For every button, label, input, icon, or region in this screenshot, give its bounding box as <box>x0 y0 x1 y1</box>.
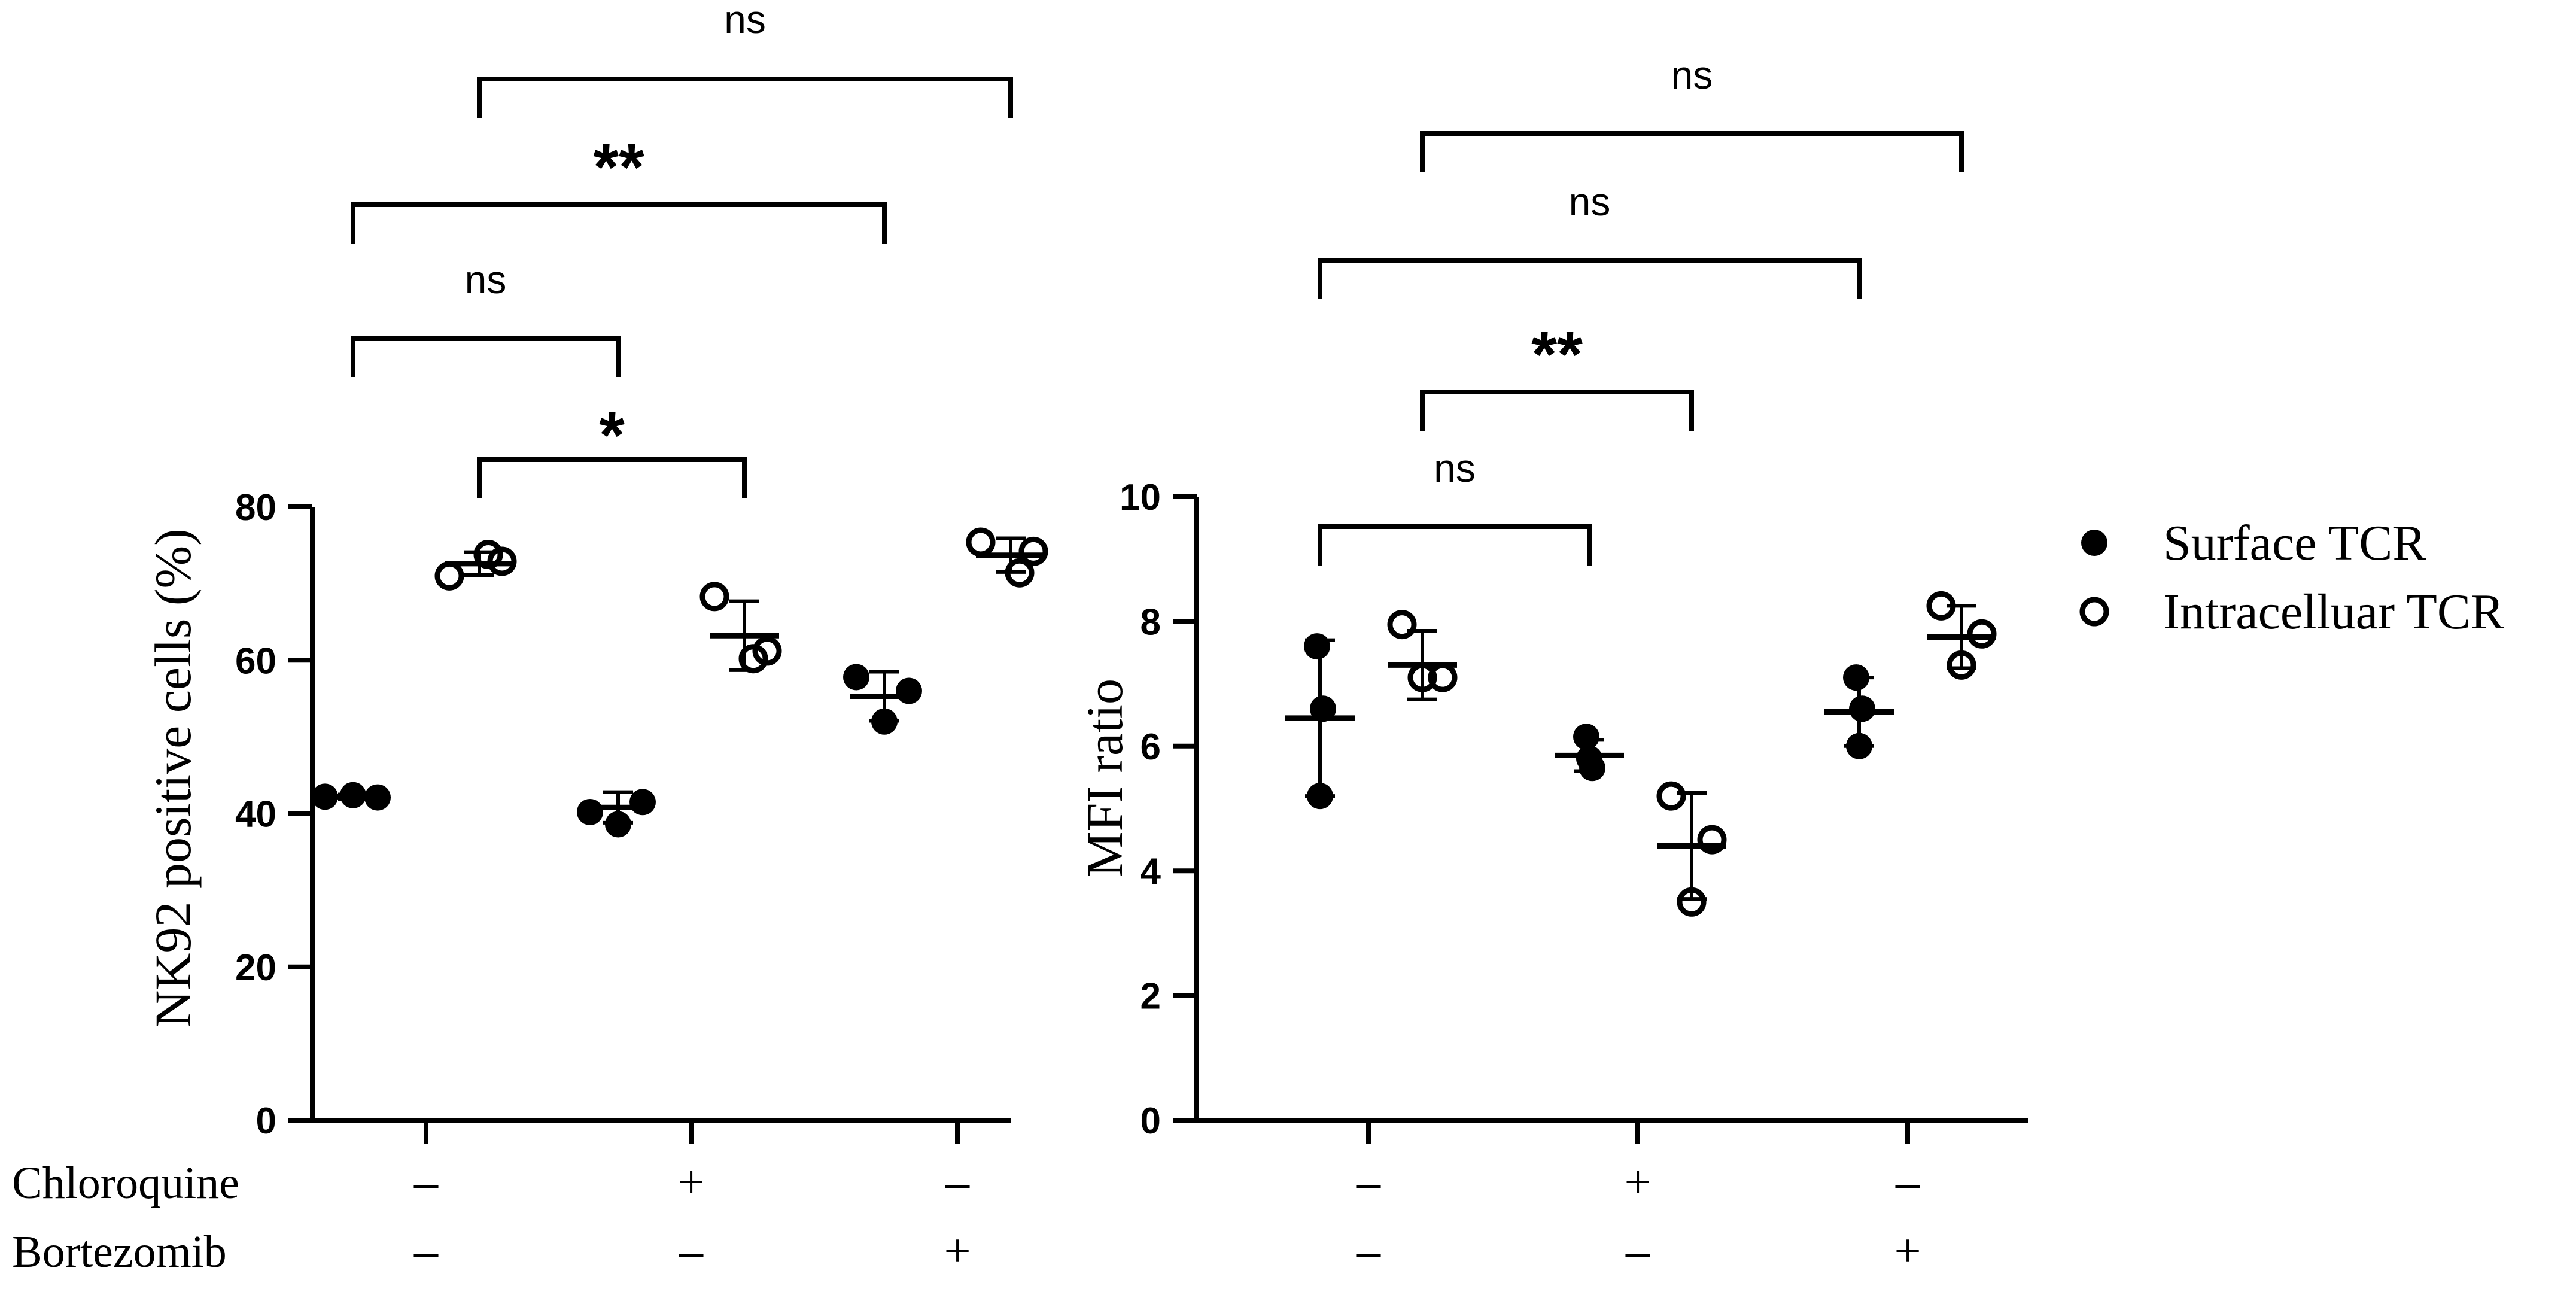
data-point-surface-tcr <box>605 811 631 838</box>
data-point-intracellular-tcr <box>1947 650 1976 680</box>
data-point-surface-tcr <box>577 798 603 825</box>
data-point-surface-tcr <box>364 784 391 811</box>
y-tick-label: 10 <box>1120 477 1161 518</box>
data-point-surface-tcr <box>1576 745 1602 772</box>
data-point-surface-tcr <box>1310 695 1336 722</box>
significance-bracket <box>1318 524 1592 566</box>
data-point-surface-tcr <box>340 782 366 808</box>
y-tick-label: 0 <box>256 1101 276 1142</box>
y-axis-label-nk92: NK92 positive cells (%) <box>144 528 202 1028</box>
y-tick-label: 60 <box>235 640 276 682</box>
significance-bracket <box>1420 131 1964 172</box>
y-tick-label: 2 <box>1141 976 1161 1017</box>
significance-bracket <box>1318 258 1862 299</box>
y-tick-label: 40 <box>235 794 276 835</box>
data-point-intracellular-tcr <box>1656 781 1686 811</box>
panel-mfi-ratio: MFI ratio 0 2 4 6 8 10 – – + – – + ns ** ns ns <box>1076 53 2028 1278</box>
data-point-surface-tcr <box>1846 732 1872 759</box>
data-point-intracellular-tcr <box>473 539 503 569</box>
legend-label-surface-tcr: Surface TCR <box>2163 515 2426 571</box>
y-tick-label: 20 <box>235 947 276 989</box>
y-tick-label: 4 <box>1141 851 1161 892</box>
data-point-intracellular-tcr <box>1428 662 1458 692</box>
significance-bracket <box>1420 390 1694 431</box>
condition-chloroquine-mark: – <box>1356 1156 1381 1209</box>
data-point-intracellular-tcr <box>1407 662 1437 692</box>
significance-label: ns <box>724 0 766 41</box>
y-tick-label: 8 <box>1141 601 1161 643</box>
data-point-surface-tcr <box>1304 633 1330 660</box>
condition-bortezomib-mark: – <box>1625 1225 1650 1278</box>
condition-bortezomib-mark: – <box>1356 1225 1381 1278</box>
significance-label: * <box>599 399 625 472</box>
data-point-surface-tcr <box>843 664 869 691</box>
legend-label-intracellular-tcr: Intracelluar TCR <box>2163 584 2504 640</box>
data-point-intracellular-tcr <box>1005 558 1035 588</box>
data-point-surface-tcr <box>312 783 338 810</box>
data-point-intracellular-tcr <box>434 561 464 591</box>
significance-label: ** <box>593 130 644 204</box>
y-tick-label: 6 <box>1141 726 1161 768</box>
data-point-intracellular-tcr <box>1018 536 1048 566</box>
data-point-surface-tcr <box>1843 664 1869 691</box>
data-point-intracellular-tcr <box>1967 619 1997 649</box>
data-point-surface-tcr <box>871 708 898 735</box>
y-tick-label: 0 <box>1141 1101 1161 1142</box>
condition-chloroquine-mark: – <box>1895 1156 1920 1209</box>
condition-bortezomib-mark: + <box>1894 1225 1921 1278</box>
legend: Surface TCR Intracelluar TCR <box>2079 515 2504 640</box>
legend-marker-surface-tcr <box>2081 530 2107 556</box>
significance-bracket <box>351 336 621 377</box>
condition-bortezomib-mark: – <box>413 1225 439 1278</box>
condition-label-bortezomib: Bortezomib <box>12 1227 227 1277</box>
condition-chloroquine-mark: – <box>413 1156 439 1209</box>
data-point-intracellular-tcr <box>752 636 782 666</box>
data-point-surface-tcr <box>629 789 656 816</box>
data-point-intracellular-tcr <box>1926 591 1956 621</box>
data-point-surface-tcr <box>1573 724 1599 750</box>
data-point-intracellular-tcr <box>699 582 729 612</box>
condition-chloroquine-mark: + <box>1624 1156 1651 1209</box>
significance-label: ns <box>465 257 507 302</box>
data-point-intracellular-tcr <box>487 546 517 576</box>
condition-chloroquine-mark: – <box>945 1156 970 1209</box>
condition-labels: Chloroquine Bortezomib <box>12 1158 239 1277</box>
significance-bracket <box>477 77 1013 118</box>
data-point-surface-tcr <box>1307 783 1333 810</box>
significance-label: ns <box>1434 446 1476 490</box>
y-axis-label-mfi: MFI ratio <box>1076 679 1133 877</box>
data-point-intracellular-tcr <box>1697 825 1727 855</box>
condition-chloroquine-mark: + <box>677 1156 704 1209</box>
condition-bortezomib-mark: + <box>944 1225 971 1278</box>
significance-label: ns <box>1569 180 1611 224</box>
data-point-intracellular-tcr <box>1387 610 1417 640</box>
panel-nk92-positive-cells: NK92 positive cells (%) 0 20 40 60 80 – – + – – + n… <box>144 0 1048 1278</box>
significance-bracket <box>477 457 747 498</box>
data-point-intracellular-tcr <box>1677 887 1707 917</box>
data-point-surface-tcr <box>896 677 922 704</box>
significance-label: ** <box>1531 318 1583 391</box>
y-tick-label: 80 <box>235 487 276 528</box>
legend-marker-intracellular-tcr <box>2079 597 2109 627</box>
condition-bortezomib-mark: – <box>679 1225 704 1278</box>
significance-bracket <box>351 202 887 244</box>
significance-label: ns <box>1671 53 1713 97</box>
condition-label-chloroquine: Chloroquine <box>12 1158 239 1208</box>
data-point-surface-tcr <box>1849 695 1875 722</box>
data-point-intracellular-tcr <box>966 527 996 557</box>
